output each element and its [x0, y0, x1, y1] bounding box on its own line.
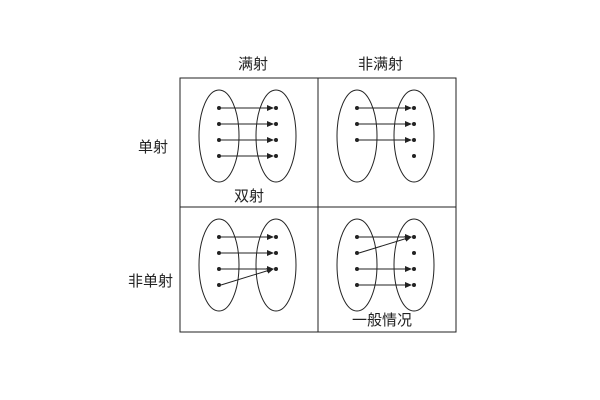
codomain-ellipse — [393, 218, 435, 312]
domain-point — [217, 267, 221, 271]
domain-point — [217, 235, 221, 239]
codomain-point — [412, 251, 416, 255]
mapping-cell-injective-not-surjective — [336, 89, 435, 183]
column-label-not-surjective: 非满射 — [358, 55, 404, 73]
codomain-point — [274, 138, 278, 142]
domain-point — [355, 138, 359, 142]
domain-point — [355, 106, 359, 110]
codomain-point — [274, 235, 278, 239]
domain-point — [217, 283, 221, 287]
codomain-point — [274, 267, 278, 271]
mapping-cell-neither — [336, 218, 435, 312]
domain-point — [217, 122, 221, 126]
codomain-point — [274, 122, 278, 126]
domain-point — [355, 283, 359, 287]
codomain-point — [274, 251, 278, 255]
codomain-ellipse — [255, 89, 297, 183]
domain-point — [217, 138, 221, 142]
codomain-point — [274, 154, 278, 158]
cells-layer — [198, 89, 435, 312]
domain-point — [355, 122, 359, 126]
codomain-point — [412, 235, 416, 239]
mapping-cell-injective-surjective — [198, 89, 297, 183]
domain-point — [355, 267, 359, 271]
caption-general-case: 一般情况 — [352, 311, 413, 329]
domain-ellipse — [336, 89, 378, 183]
domain-point — [217, 251, 221, 255]
domain-point — [217, 154, 221, 158]
row-label-not-injective: 非单射 — [128, 272, 174, 290]
codomain-point — [412, 267, 416, 271]
domain-point — [355, 251, 359, 255]
mapping-cell-surjective-not-injective — [198, 218, 297, 312]
codomain-point — [412, 283, 416, 287]
domain-point — [355, 235, 359, 239]
domain-ellipse — [198, 218, 240, 312]
mapping-arrow — [220, 267, 274, 286]
codomain-ellipse — [393, 89, 435, 183]
caption-bijection: 双射 — [234, 187, 265, 205]
codomain-point — [412, 154, 416, 158]
codomain-ellipse — [255, 218, 297, 312]
domain-ellipse — [198, 89, 240, 183]
domain-point — [217, 106, 221, 110]
mapping-arrow — [358, 235, 412, 254]
codomain-point — [412, 122, 416, 126]
row-label-injective: 单射 — [138, 138, 169, 156]
codomain-point — [412, 106, 416, 110]
codomain-point — [274, 106, 278, 110]
column-label-surjective: 满射 — [238, 55, 269, 73]
codomain-point — [412, 138, 416, 142]
domain-ellipse — [336, 218, 378, 312]
